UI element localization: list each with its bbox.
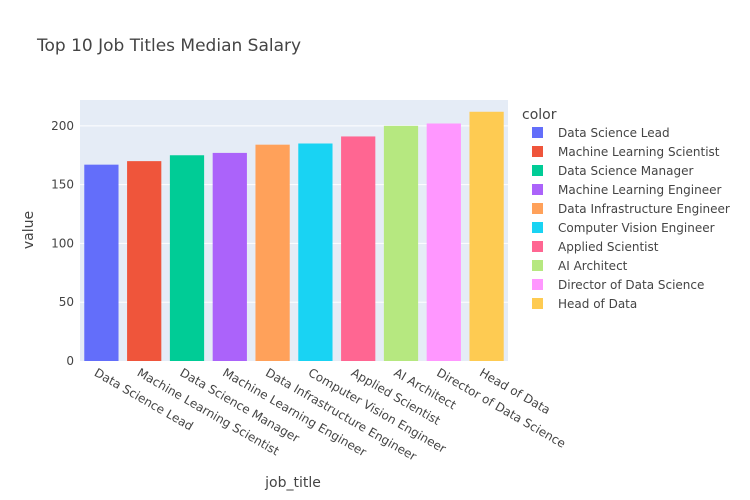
legend-label[interactable]: Data Science Manager [558, 164, 693, 178]
legend-label[interactable]: Data Infrastructure Engineer [558, 202, 730, 216]
y-tick-label: 50 [59, 295, 74, 309]
bar-10[interactable] [469, 111, 504, 361]
chart-title: Top 10 Job Titles Median Salary [36, 36, 301, 56]
y-axis-ticks: 0 50 100 150 200 [51, 119, 74, 368]
x-axis-title: job_title [264, 475, 321, 491]
legend-swatch[interactable] [532, 127, 543, 138]
legend-swatch[interactable] [532, 165, 543, 176]
legend-swatch[interactable] [532, 203, 543, 214]
legend-swatch[interactable] [532, 279, 543, 290]
legend-label[interactable]: Data Science Lead [558, 126, 670, 140]
y-tick-label: 100 [51, 236, 74, 250]
y-tick-label: 150 [51, 178, 74, 192]
bar-1[interactable] [84, 164, 119, 361]
y-tick-label: 200 [51, 119, 74, 133]
bar-4[interactable] [212, 152, 247, 361]
bar-2[interactable] [127, 161, 162, 361]
legend-swatch[interactable] [532, 222, 543, 233]
legend-label[interactable]: Applied Scientist [558, 240, 659, 254]
bar-6[interactable] [298, 143, 333, 362]
legend-label[interactable]: Computer Vision Engineer [558, 221, 715, 235]
legend-swatch[interactable] [532, 298, 543, 309]
legend-title: color [522, 107, 557, 123]
legend-swatch[interactable] [532, 260, 543, 271]
legend-label[interactable]: Machine Learning Scientist [558, 145, 720, 159]
bars [84, 111, 504, 362]
legend-label[interactable]: AI Architect [558, 259, 628, 273]
legend-swatch[interactable] [532, 184, 543, 195]
legend-label[interactable]: Head of Data [558, 297, 637, 311]
bar-3[interactable] [169, 155, 205, 361]
legend: color Data Science Lead Machine Learning … [522, 107, 730, 311]
legend-swatch[interactable] [532, 146, 543, 157]
legend-label[interactable]: Director of Data Science [558, 278, 704, 292]
y-tick-label: 0 [66, 354, 74, 368]
bar-5[interactable] [255, 144, 290, 361]
legend-swatch[interactable] [532, 241, 543, 252]
bar-9[interactable] [426, 123, 461, 361]
y-axis-title: value [21, 211, 37, 249]
bar-8[interactable] [383, 125, 419, 361]
bar-7[interactable] [341, 136, 376, 361]
legend-label[interactable]: Machine Learning Engineer [558, 183, 721, 197]
